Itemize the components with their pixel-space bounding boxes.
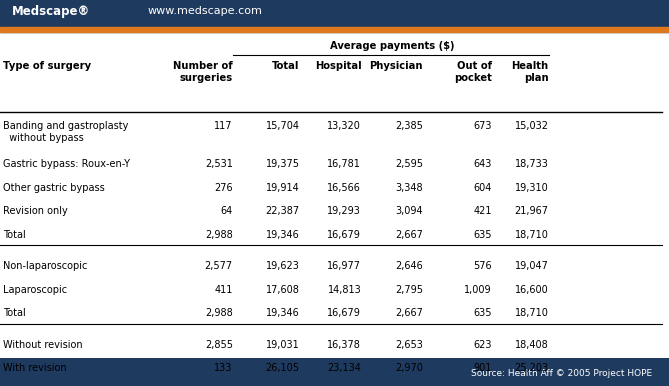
Text: 3,094: 3,094	[395, 206, 423, 216]
Text: 901: 901	[474, 364, 492, 373]
Text: Average payments ($): Average payments ($)	[330, 41, 455, 51]
Text: 2,595: 2,595	[395, 159, 423, 169]
Text: Health
plan: Health plan	[512, 61, 549, 83]
Text: 15,704: 15,704	[266, 122, 300, 132]
Text: 23,134: 23,134	[327, 364, 361, 373]
Text: Medscape®: Medscape®	[12, 5, 90, 18]
Text: 64: 64	[221, 206, 233, 216]
Text: 13,320: 13,320	[327, 122, 361, 132]
Text: 19,293: 19,293	[327, 206, 361, 216]
Text: 133: 133	[215, 364, 233, 373]
Text: 19,310: 19,310	[515, 183, 549, 193]
Text: 16,977: 16,977	[327, 261, 361, 271]
Text: Physician: Physician	[369, 61, 423, 71]
Text: Other gastric bypass: Other gastric bypass	[3, 183, 105, 193]
Text: 411: 411	[215, 285, 233, 295]
Text: Revision only: Revision only	[3, 206, 68, 216]
Text: 2,970: 2,970	[395, 364, 423, 373]
Text: Gastric bypass: Roux-en-Y: Gastric bypass: Roux-en-Y	[3, 159, 130, 169]
Text: 2,531: 2,531	[205, 159, 233, 169]
Text: 18,710: 18,710	[514, 308, 549, 318]
Text: 18,408: 18,408	[515, 340, 549, 350]
Text: 16,679: 16,679	[327, 308, 361, 318]
Text: 17,608: 17,608	[266, 285, 300, 295]
Text: 19,623: 19,623	[266, 261, 300, 271]
Text: 673: 673	[473, 122, 492, 132]
Text: Out of
pocket: Out of pocket	[454, 61, 492, 83]
Text: 19,346: 19,346	[266, 230, 300, 240]
Text: 16,378: 16,378	[327, 340, 361, 350]
Text: 2,653: 2,653	[395, 340, 423, 350]
Text: 1,009: 1,009	[464, 285, 492, 295]
Text: 19,914: 19,914	[266, 183, 300, 193]
Text: 25,203: 25,203	[514, 364, 549, 373]
Text: 15,032: 15,032	[514, 122, 549, 132]
Text: 16,566: 16,566	[327, 183, 361, 193]
Text: 19,047: 19,047	[514, 261, 549, 271]
Bar	[0, 27, 669, 32]
Text: Type of surgery: Type of surgery	[3, 61, 92, 71]
Text: 16,781: 16,781	[327, 159, 361, 169]
Text: 19,375: 19,375	[266, 159, 300, 169]
Text: Total: Total	[3, 230, 26, 240]
Text: 635: 635	[473, 308, 492, 318]
Text: Without revision: Without revision	[3, 340, 83, 350]
Text: Total: Total	[272, 61, 300, 71]
Text: 14,813: 14,813	[328, 285, 361, 295]
Text: 2,667: 2,667	[395, 308, 423, 318]
Text: 18,733: 18,733	[514, 159, 549, 169]
Text: Banding and gastroplasty
  without bypass: Banding and gastroplasty without bypass	[3, 122, 128, 144]
Text: 2,667: 2,667	[395, 230, 423, 240]
Text: 576: 576	[473, 261, 492, 271]
Text: 2,988: 2,988	[205, 230, 233, 240]
Text: 16,600: 16,600	[515, 285, 549, 295]
Text: 117: 117	[214, 122, 233, 132]
Text: 2,385: 2,385	[395, 122, 423, 132]
Text: 18,710: 18,710	[514, 230, 549, 240]
Text: 2,855: 2,855	[205, 340, 233, 350]
Text: 643: 643	[474, 159, 492, 169]
Text: 19,031: 19,031	[266, 340, 300, 350]
Text: With revision: With revision	[3, 364, 67, 373]
Text: 421: 421	[473, 206, 492, 216]
Text: Hospital: Hospital	[314, 61, 361, 71]
Text: 19,346: 19,346	[266, 308, 300, 318]
Text: 2,795: 2,795	[395, 285, 423, 295]
Text: Total: Total	[3, 308, 26, 318]
Text: 604: 604	[474, 183, 492, 193]
Text: 21,967: 21,967	[514, 206, 549, 216]
Text: 2,988: 2,988	[205, 308, 233, 318]
Text: 16,679: 16,679	[327, 230, 361, 240]
Text: Source: Health Aff © 2005 Project HOPE: Source: Health Aff © 2005 Project HOPE	[471, 369, 652, 378]
Text: 26,105: 26,105	[266, 364, 300, 373]
Text: 635: 635	[473, 230, 492, 240]
Text: 3,348: 3,348	[395, 183, 423, 193]
Text: Laparoscopic: Laparoscopic	[3, 285, 68, 295]
Text: 623: 623	[473, 340, 492, 350]
Text: 2,577: 2,577	[205, 261, 233, 271]
Text: www.medscape.com: www.medscape.com	[147, 6, 262, 16]
Text: Non-laparoscopic: Non-laparoscopic	[3, 261, 88, 271]
Text: 22,387: 22,387	[266, 206, 300, 216]
Text: 2,646: 2,646	[395, 261, 423, 271]
Text: Number of
surgeries: Number of surgeries	[173, 61, 233, 83]
Text: 276: 276	[214, 183, 233, 193]
